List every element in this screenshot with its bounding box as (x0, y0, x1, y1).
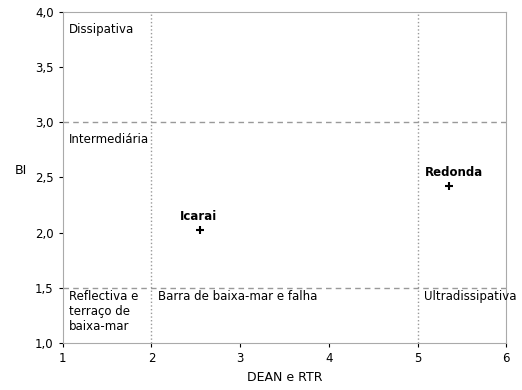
Text: Intermediária: Intermediária (69, 133, 149, 146)
Text: Redonda: Redonda (425, 165, 483, 179)
Text: Dissipativa: Dissipativa (69, 23, 134, 36)
Text: Barra de baixa-mar e falha: Barra de baixa-mar e falha (158, 290, 317, 303)
X-axis label: DEAN e RTR: DEAN e RTR (247, 371, 322, 384)
Text: Ultradissipativa: Ultradissipativa (424, 290, 516, 303)
Text: Reflectiva e
terraço de
baixa-mar: Reflectiva e terraço de baixa-mar (69, 290, 138, 333)
Text: Icarai: Icarai (180, 210, 217, 223)
Y-axis label: BI: BI (15, 165, 27, 177)
